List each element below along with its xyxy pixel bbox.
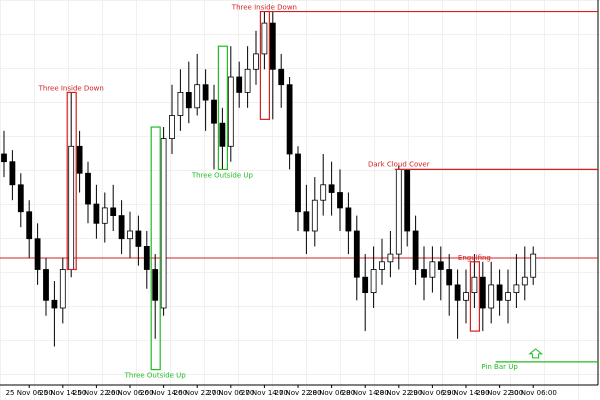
candle-body bbox=[17, 184, 24, 213]
candle-body bbox=[311, 199, 318, 232]
candle-body bbox=[202, 84, 209, 101]
pattern-box bbox=[66, 91, 77, 271]
candle-body bbox=[395, 168, 402, 255]
x-tick-label: 25 Nov 22:00 bbox=[73, 389, 120, 397]
candle-body bbox=[521, 276, 528, 286]
x-tick-label: 28 Nov 14:00 bbox=[342, 389, 389, 397]
candle-body bbox=[269, 22, 276, 70]
candle-body bbox=[328, 184, 335, 193]
candle-body bbox=[1, 153, 7, 163]
candle-body bbox=[135, 230, 142, 247]
pattern-box bbox=[259, 10, 270, 120]
pattern-box bbox=[217, 45, 228, 170]
candle-body bbox=[169, 115, 175, 140]
candle-body bbox=[127, 230, 133, 240]
candle-body bbox=[59, 269, 66, 309]
x-tick-label: 27 Nov 14:00 bbox=[241, 389, 288, 397]
x-tick-label: 25 Nov 14:00 bbox=[39, 389, 86, 397]
candle-body bbox=[505, 292, 511, 301]
candle-body bbox=[488, 284, 495, 309]
candle-body bbox=[286, 84, 293, 155]
candle-body bbox=[446, 269, 453, 286]
pattern-label: Pin Bar Up bbox=[481, 363, 518, 371]
x-tick-label: 27 Nov 22:00 bbox=[274, 389, 321, 397]
candle-body bbox=[211, 99, 217, 124]
candle-body bbox=[219, 122, 226, 147]
candle-body bbox=[101, 207, 108, 224]
x-tick-label: 29 Nov 22:00 bbox=[476, 389, 523, 397]
candle-body bbox=[295, 153, 301, 213]
candle-body bbox=[194, 84, 201, 109]
candle-body bbox=[34, 238, 41, 270]
x-tick-label: 25 Nov 06:00 bbox=[6, 389, 53, 397]
candle-body bbox=[143, 245, 150, 270]
candle-body bbox=[513, 284, 520, 293]
candle-body bbox=[463, 292, 469, 301]
candle-body bbox=[177, 92, 184, 116]
pattern-label: Three Inside Down bbox=[231, 4, 297, 12]
candle-body bbox=[379, 261, 385, 270]
candle-body bbox=[337, 192, 343, 209]
candle-body bbox=[362, 276, 369, 294]
pattern-label: Three Outside Up bbox=[191, 171, 254, 179]
candle-body bbox=[227, 76, 234, 147]
candle-body bbox=[118, 215, 125, 240]
candle-body bbox=[76, 145, 83, 174]
candle-body bbox=[429, 261, 436, 278]
candle-body bbox=[9, 161, 16, 186]
candle-body bbox=[68, 145, 75, 270]
candle-body bbox=[185, 92, 192, 109]
candle-body bbox=[261, 22, 268, 55]
x-tick-label: 26 Nov 22:00 bbox=[174, 389, 221, 397]
x-tick-label: 29 Nov 14:00 bbox=[442, 389, 489, 397]
pattern-label: Three Outside Up bbox=[124, 372, 187, 380]
candle-body bbox=[437, 261, 444, 270]
candle-body bbox=[412, 230, 419, 270]
candle-body bbox=[253, 53, 259, 70]
pattern-box bbox=[150, 126, 161, 371]
candle-body bbox=[320, 184, 327, 201]
candle-body bbox=[43, 269, 49, 301]
candle-body bbox=[421, 269, 427, 278]
candle-body bbox=[353, 230, 360, 278]
x-tick-label: 30 Nov 06:00 bbox=[510, 389, 557, 397]
candle-body bbox=[278, 68, 285, 86]
pattern-label: Three Inside Down bbox=[38, 84, 104, 92]
candle-body bbox=[471, 276, 478, 294]
x-tick-label: 27 Nov 06:00 bbox=[207, 389, 254, 397]
candle-body bbox=[387, 253, 394, 263]
candle-body bbox=[345, 207, 352, 232]
candle-body bbox=[370, 269, 377, 294]
candle-body bbox=[530, 253, 537, 278]
candle-body bbox=[479, 276, 486, 309]
x-tick-label: 29 Nov 06:00 bbox=[409, 389, 456, 397]
pattern-box bbox=[469, 261, 480, 332]
x-tick-label: 28 Nov 06:00 bbox=[308, 389, 355, 397]
candle-body bbox=[85, 172, 91, 205]
candle-body bbox=[26, 211, 33, 240]
candle-body bbox=[51, 299, 58, 309]
x-tick-label: 28 Nov 22:00 bbox=[375, 389, 422, 397]
candle-body bbox=[110, 207, 117, 216]
pattern-label: Engulfing bbox=[458, 254, 491, 262]
candle-body bbox=[236, 76, 243, 93]
candle-body bbox=[303, 211, 310, 232]
x-tick-label: 26 Nov 06:00 bbox=[106, 389, 153, 397]
candle-body bbox=[244, 68, 251, 93]
pattern-label: Dark Cloud Cover bbox=[368, 160, 430, 168]
candle-body bbox=[454, 284, 461, 301]
candle-body bbox=[152, 269, 159, 301]
candle-body bbox=[160, 138, 167, 309]
x-tick-label: 26 Nov 14:00 bbox=[140, 389, 187, 397]
candle-body bbox=[404, 168, 411, 232]
candle-body bbox=[93, 203, 100, 224]
candle-body bbox=[496, 284, 503, 301]
pin-bar-arrow bbox=[528, 348, 543, 359]
